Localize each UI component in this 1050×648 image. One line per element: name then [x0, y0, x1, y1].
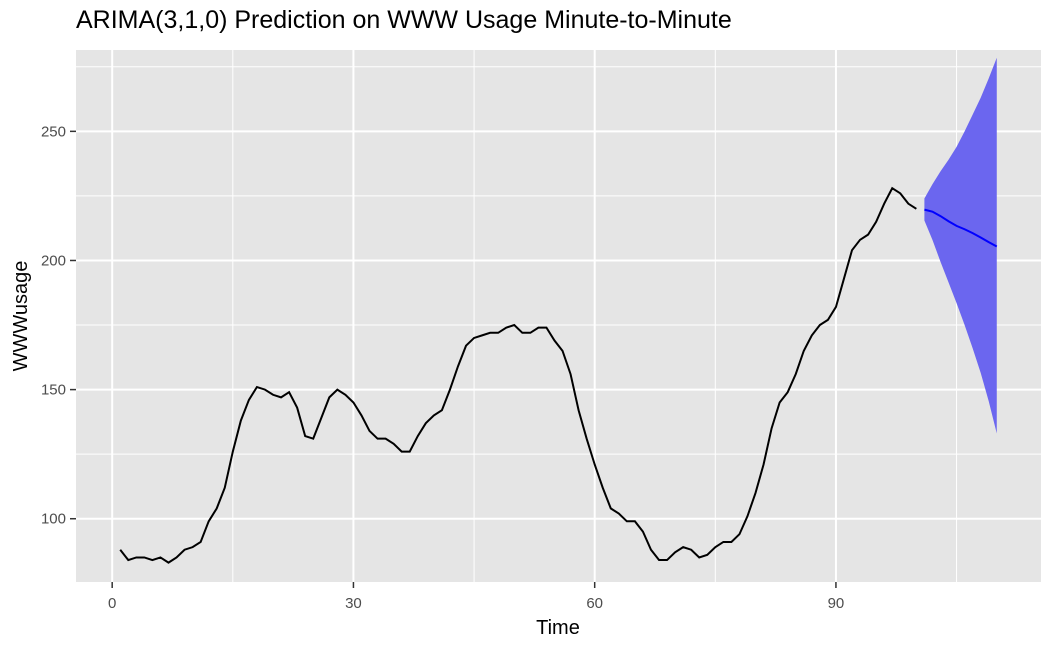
y-axis-title: WWWusage	[10, 261, 32, 372]
x-tick-label: 90	[828, 595, 845, 612]
plot-panel	[76, 50, 1041, 582]
x-tick-label: 0	[108, 595, 116, 612]
y-axis: 100 150 200 250	[41, 123, 76, 528]
prediction-interval-band	[924, 57, 997, 434]
x-axis-title: Time	[536, 617, 580, 639]
y-tick-label: 100	[41, 511, 66, 528]
chart-title: ARIMA(3,1,0) Prediction on WWW Usage Min…	[76, 6, 732, 34]
grid-major	[76, 50, 1041, 582]
x-tick-label: 30	[345, 595, 362, 612]
x-tick-label: 60	[586, 595, 603, 612]
y-tick-label: 250	[41, 123, 66, 140]
grid-minor	[76, 50, 1041, 582]
forecast-line	[924, 208, 998, 248]
y-tick-label: 200	[41, 252, 66, 269]
observed-series-line	[119, 186, 917, 564]
x-axis: 0 30 60 90	[108, 582, 844, 612]
y-tick-label: 150	[41, 382, 66, 399]
